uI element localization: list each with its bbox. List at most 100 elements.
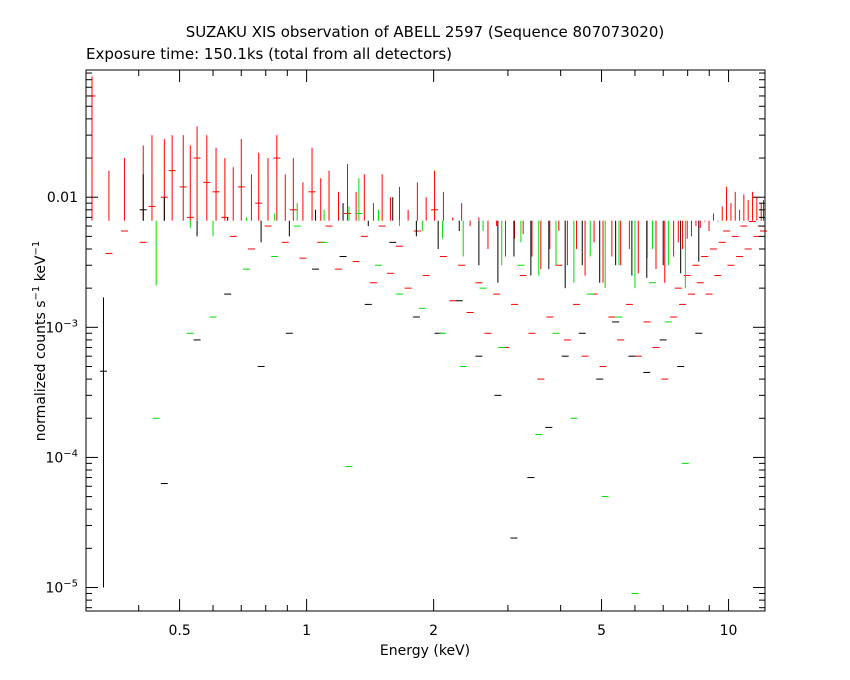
data-point (345, 206, 353, 468)
data-point (418, 220, 426, 309)
y-tick-exponent: −5 (63, 579, 78, 590)
data-point (501, 220, 509, 348)
data-point (413, 182, 421, 232)
data-point (281, 174, 289, 243)
data-point (681, 220, 689, 464)
chart-subtitle: Exposure time: 150.1ks (total from all d… (86, 45, 452, 63)
data-point (186, 220, 194, 334)
data-point (229, 167, 237, 237)
y-axis-label-exp1: −1 (31, 286, 42, 301)
data-point (736, 209, 744, 258)
data-point (517, 220, 525, 266)
y-tick-label: 10−3 (45, 318, 78, 336)
plot-frame (85, 69, 766, 612)
data-point (659, 220, 667, 341)
data-point (395, 220, 403, 295)
data-point (701, 220, 709, 258)
data-point (631, 220, 639, 594)
data-point (493, 220, 501, 295)
data-point (247, 174, 255, 250)
series-0 (88, 76, 767, 380)
x-tick-label: 1 (302, 623, 311, 639)
data-point (120, 158, 128, 232)
data-point (661, 220, 669, 380)
x-tick-label: 10 (720, 623, 738, 639)
data-point (648, 220, 656, 284)
data-point (193, 220, 201, 341)
y-tick-exponent: −4 (63, 448, 78, 459)
data-point (484, 220, 492, 334)
data-point (224, 217, 232, 295)
x-tick-label: 0.5 (168, 623, 190, 639)
data-point (99, 297, 107, 588)
y-tick-label: 10−5 (45, 579, 78, 597)
data-point (546, 220, 554, 318)
data-point (369, 203, 377, 284)
data-point (374, 209, 382, 266)
data-point (449, 217, 457, 302)
data-point (727, 203, 735, 266)
data-point (714, 220, 722, 277)
data-point (395, 186, 403, 247)
data-point (552, 220, 560, 334)
data-point (88, 76, 96, 221)
data-point (696, 220, 704, 284)
data-point (389, 197, 397, 243)
data-point (386, 197, 394, 274)
data-point (160, 197, 168, 485)
y-axis-label: normalized counts s−1 keV−1 (31, 241, 49, 442)
data-point (378, 174, 386, 227)
data-point (273, 135, 281, 221)
data-point (664, 220, 672, 323)
data-point (255, 152, 263, 221)
x-tick-label: 2 (429, 623, 438, 639)
data-point (731, 191, 739, 237)
data-point (511, 220, 519, 305)
y-tick-base: 10 (45, 320, 63, 336)
data-point (740, 194, 748, 227)
data-point (510, 220, 518, 539)
data-point (723, 186, 731, 232)
x-tick-label: 5 (597, 623, 606, 639)
data-point (360, 174, 368, 237)
data-point (494, 220, 502, 396)
data-point (179, 135, 187, 221)
data-point (744, 200, 752, 250)
data-point (572, 220, 580, 305)
data-point (705, 220, 713, 295)
data-point (608, 220, 616, 318)
chart-title: SUZAKU XIS observation of ABELL 2597 (Se… (186, 23, 664, 41)
data-point (749, 191, 757, 223)
data-point (404, 209, 412, 289)
y-axis-label-main: normalized counts s (33, 300, 49, 441)
y-tick-exponent: −3 (63, 318, 78, 329)
data-point (355, 178, 363, 221)
data-point (545, 220, 553, 428)
data-point (339, 203, 347, 258)
data-point (422, 197, 430, 277)
data-point (628, 220, 636, 357)
data-point (674, 220, 682, 289)
data-point (683, 220, 691, 277)
data-point (352, 191, 360, 263)
data-point (535, 220, 543, 436)
data-point (617, 220, 625, 341)
data-point (459, 220, 467, 367)
data-point (364, 220, 372, 305)
data-point (528, 220, 536, 334)
data-point (221, 158, 229, 221)
data-point (257, 220, 265, 367)
data-point (308, 147, 316, 221)
data-point (601, 220, 609, 498)
data-point (586, 220, 594, 295)
data-point (527, 220, 535, 479)
data-point (325, 170, 333, 227)
data-point (434, 220, 442, 334)
data-point (285, 220, 293, 334)
data-point (537, 220, 545, 380)
data-point (677, 220, 685, 367)
data-point (625, 220, 633, 305)
data-point (312, 209, 320, 270)
data-point (412, 220, 420, 318)
